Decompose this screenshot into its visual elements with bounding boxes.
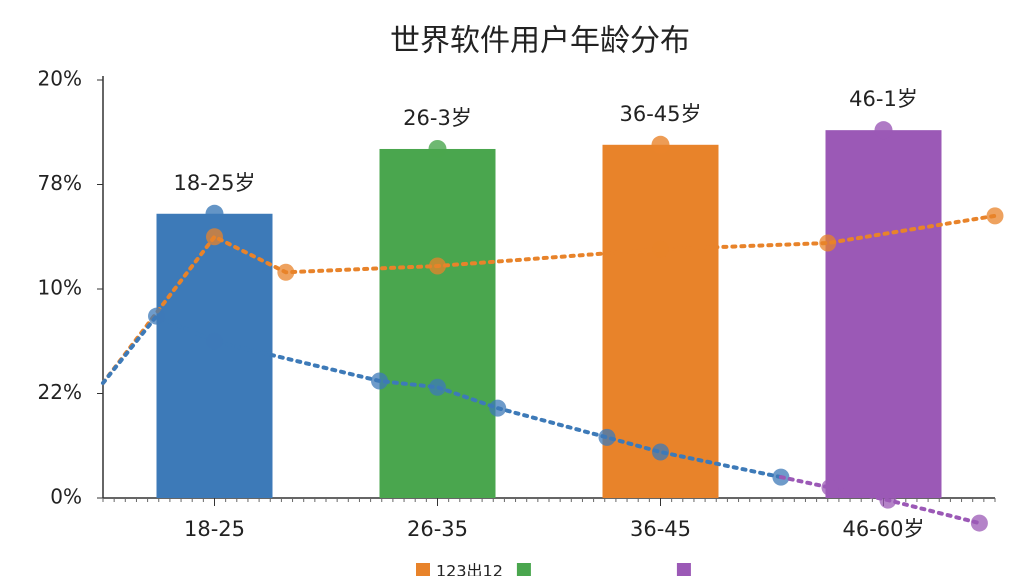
y-tick-label: 20% [38,67,82,91]
bar-top-marker [651,135,670,154]
legend-swatch [416,563,430,576]
trend-point [652,240,669,258]
bar [602,144,719,499]
bar-top-marker [874,121,893,140]
value-label: 26-3岁 [403,106,472,130]
legend-swatch [676,563,691,576]
trend-point [277,263,295,281]
trend-point [970,514,988,532]
trend-point [986,207,1004,225]
x-tick-label: 26-35 [407,517,468,541]
value-label: 18-25岁 [173,171,255,195]
y-tick-label: 78% [38,171,82,195]
y-tick-label: 22% [38,380,82,404]
y-tick-label: 10% [38,276,82,300]
y-tick-label: 0% [50,485,82,509]
trend-point [206,332,223,350]
bar [379,148,496,498]
x-tick-label: 18-25 [184,517,245,541]
bar-top-marker [428,139,447,158]
value-label: 46-1岁 [849,87,918,111]
legend-swatch [516,563,531,576]
trend-line [778,475,982,526]
trend-point [206,228,223,246]
trend-point [371,372,389,390]
trend-point [429,257,446,275]
bar [825,130,942,498]
trend-point [489,399,507,417]
chart-title: 世界软件用户年龄分布 [390,24,690,59]
x-tick-label: 46-60岁 [842,517,924,541]
trend-point [819,234,837,252]
bar [156,213,273,498]
trend-point [148,307,166,325]
trend-point [429,378,446,396]
x-tick-label: 36-45 [630,517,691,541]
value-label: 36-45岁 [619,102,701,126]
trend-point [879,491,897,509]
legend-label: 123出12 [436,562,503,576]
bar-top-marker [205,204,224,223]
trend-point [598,428,616,446]
trend-point [652,443,669,461]
trend-point [821,479,839,497]
